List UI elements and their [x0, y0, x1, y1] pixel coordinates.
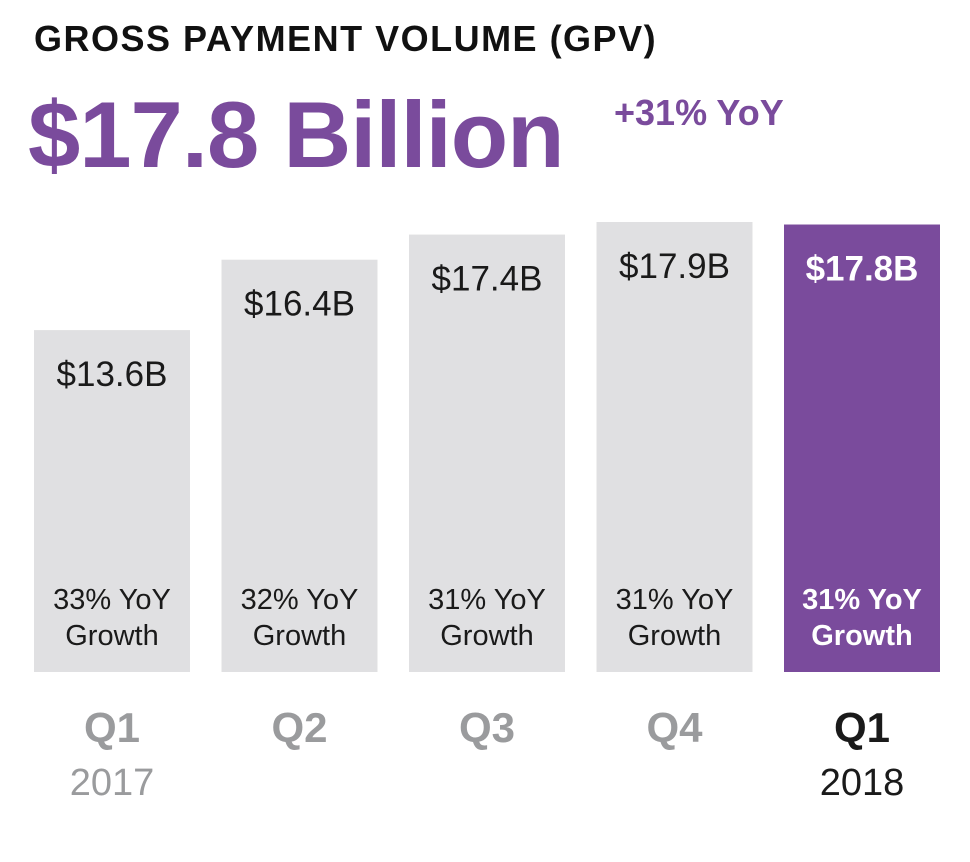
year-label: 2018: [820, 762, 905, 804]
category-label: Q3: [459, 704, 515, 751]
bar-growth-label: 33% YoY: [53, 584, 171, 616]
year-label: 2017: [70, 762, 155, 804]
category-label: Q2: [271, 704, 327, 751]
category-label: Q1: [84, 704, 140, 751]
chart-title: GROSS PAYMENT VOLUME (GPV): [34, 18, 658, 59]
bar-value-label: $13.6B: [57, 355, 168, 394]
bar-growth-label: 32% YoY: [241, 584, 359, 616]
category-label: Q4: [646, 704, 703, 751]
category-label: Q1: [834, 704, 890, 751]
bar-growth-label: Growth: [811, 620, 913, 652]
bar-value-label: $17.4B: [432, 260, 543, 299]
bar: [221, 259, 378, 672]
bar: [596, 222, 753, 672]
bar: [34, 330, 190, 672]
bar-growth-label: Growth: [440, 620, 533, 652]
bar-value-label: $16.4B: [244, 285, 355, 324]
bar: [409, 234, 565, 673]
bar-growth-label: Growth: [65, 620, 158, 652]
bar-growth-label: 31% YoY: [428, 584, 546, 616]
bar-value-label: $17.8B: [806, 250, 919, 289]
bar: [784, 224, 940, 672]
bar-growth-label: Growth: [628, 620, 721, 652]
bar-growth-label: 31% YoY: [802, 584, 922, 616]
headline-growth: +31% YoY: [614, 92, 784, 133]
bar-growth-label: Growth: [253, 620, 346, 652]
bar-growth-label: 31% YoY: [616, 584, 734, 616]
bar-value-label: $17.9B: [619, 247, 730, 286]
headline-value: $17.8 Billion: [28, 82, 565, 187]
